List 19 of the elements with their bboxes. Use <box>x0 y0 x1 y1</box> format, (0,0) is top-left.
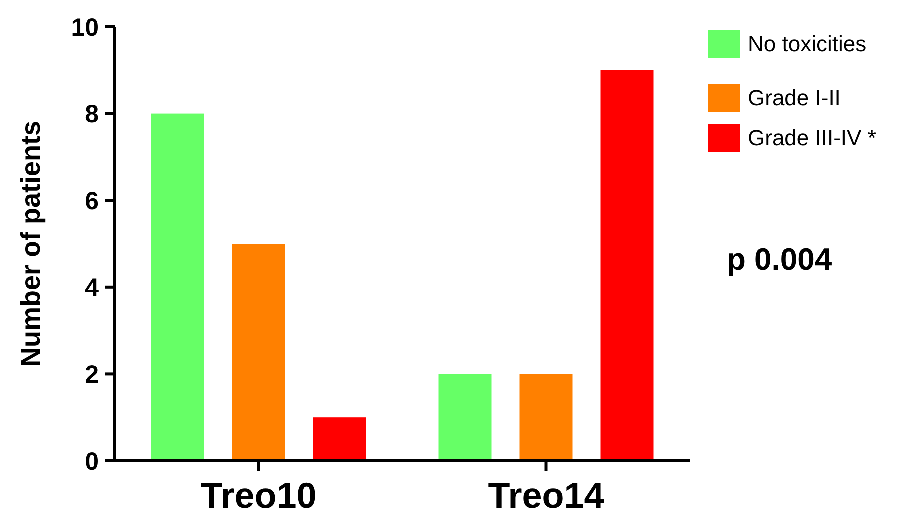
bar <box>520 374 573 461</box>
y-tick-label: 8 <box>85 100 100 129</box>
bar <box>438 374 492 461</box>
legend-label: Grade III-IV * <box>748 126 877 151</box>
text: p 0.004 <box>727 242 833 277</box>
bar <box>232 244 286 461</box>
y-tick-label: 4 <box>85 274 100 302</box>
legend-label: Grade I-II <box>748 86 841 111</box>
y-axis-title: Number of patients <box>16 120 46 368</box>
bar <box>313 418 366 461</box>
x-tick-label: Treo14 <box>488 475 604 515</box>
y-tick-label: 6 <box>85 187 99 216</box>
bar <box>600 70 654 461</box>
y-tick-label: 0 <box>85 448 99 476</box>
y-tick-label: 2 <box>85 360 99 389</box>
y-tick-label: 10 <box>71 14 99 42</box>
bar <box>151 114 204 461</box>
legend-label: No toxicities <box>748 32 867 57</box>
x-tick-label: Treo10 <box>200 475 317 515</box>
